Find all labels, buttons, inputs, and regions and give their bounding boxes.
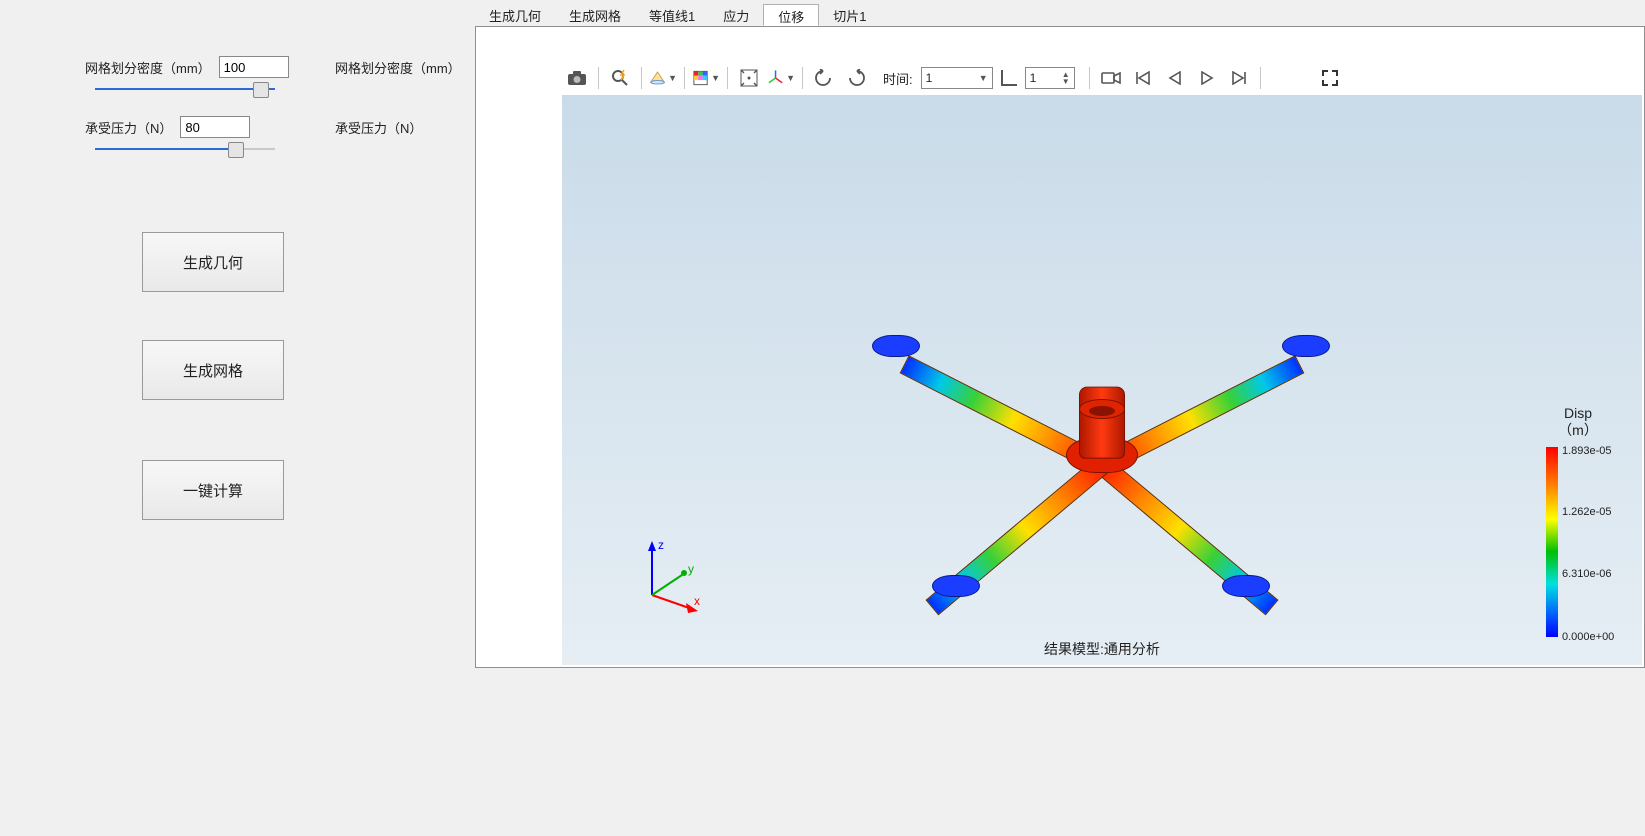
tab-1[interactable]: 生成网格 xyxy=(555,4,635,26)
zoom-lightning-icon[interactable] xyxy=(605,64,635,92)
color-legend: Disp （m） 1.893e-051.262e-056.310e-060.00… xyxy=(1528,405,1628,443)
tab-4[interactable]: 位移 xyxy=(763,4,819,26)
displacement-model xyxy=(892,305,1312,605)
one-click-calc-label: 一键计算 xyxy=(183,480,243,501)
skip-start-icon[interactable] xyxy=(1128,64,1158,92)
tab-3[interactable]: 应力 xyxy=(709,4,763,26)
rotate-ccw-icon[interactable] xyxy=(809,64,839,92)
result-viewport: ▼ ▼ ▼ 时间: 1 ▼ 1 ▲▼ xyxy=(475,26,1645,668)
expand-icon[interactable] xyxy=(1315,64,1345,92)
cube-palette-icon[interactable]: ▼ xyxy=(691,64,721,92)
angle-icon xyxy=(1001,70,1017,86)
mesh-density-row: 网格划分密度（mm） xyxy=(85,56,289,78)
video-camera-icon[interactable] xyxy=(1096,64,1126,92)
play-reverse-icon[interactable] xyxy=(1160,64,1190,92)
triad-y-label: y xyxy=(688,562,694,576)
generate-geometry-button[interactable]: 生成几何 xyxy=(142,232,284,292)
mesh-density-input[interactable] xyxy=(219,56,289,78)
legend-title: Disp （m） xyxy=(1528,405,1628,439)
fit-view-icon[interactable] xyxy=(734,64,764,92)
pressure-echo: 承受压力（N） xyxy=(335,118,422,137)
axes-xyz-icon[interactable]: ▼ xyxy=(766,64,796,92)
time-select-value: 1 xyxy=(926,71,933,85)
legend-tick: 6.310e-06 xyxy=(1562,568,1612,580)
pressure-row: 承受压力（N） xyxy=(85,116,250,138)
legend-tick: 1.893e-05 xyxy=(1562,445,1612,457)
time-spin[interactable]: 1 ▲▼ xyxy=(1025,67,1075,89)
pressure-input[interactable] xyxy=(180,116,250,138)
triad-z-label: z xyxy=(658,538,664,552)
time-label: 时间: xyxy=(883,69,913,88)
coordinate-triad-icon: z x y xyxy=(632,535,712,615)
pressure-label: 承受压力（N） xyxy=(85,118,172,137)
generate-mesh-button[interactable]: 生成网格 xyxy=(142,340,284,400)
mesh-density-echo: 网格划分密度（mm） xyxy=(335,58,461,77)
result-caption: 结果模型:通用分析 xyxy=(562,639,1642,659)
rotate-cw-icon[interactable] xyxy=(841,64,871,92)
tab-0[interactable]: 生成几何 xyxy=(475,4,555,26)
generate-geometry-label: 生成几何 xyxy=(183,252,243,273)
camera-icon[interactable] xyxy=(562,64,592,92)
result-tab-bar: 生成几何生成网格等值线1应力位移切片1 xyxy=(475,4,881,26)
play-forward-icon[interactable] xyxy=(1192,64,1222,92)
clip-plane-icon[interactable]: ▼ xyxy=(648,64,678,92)
triad-x-label: x xyxy=(694,594,700,608)
left-control-panel: 网格划分密度（mm） 网格划分密度（mm） 承受压力（N） 承受压力（N） 生成… xyxy=(0,0,470,836)
skip-end-icon[interactable] xyxy=(1224,64,1254,92)
one-click-calc-button[interactable]: 一键计算 xyxy=(142,460,284,520)
tab-5[interactable]: 切片1 xyxy=(819,4,880,26)
pressure-slider[interactable] xyxy=(95,142,275,156)
generate-mesh-label: 生成网格 xyxy=(183,360,243,381)
legend-gradient-bar xyxy=(1546,447,1558,637)
legend-tick: 1.262e-05 xyxy=(1562,506,1612,518)
mesh-density-label: 网格划分密度（mm） xyxy=(85,58,211,77)
time-select[interactable]: 1 ▼ xyxy=(921,67,993,89)
result-canvas[interactable]: z x y Disp （m） 1.893e-051.262e-056.310e-… xyxy=(562,95,1642,665)
mesh-density-slider[interactable] xyxy=(95,82,275,96)
tab-2[interactable]: 等值线1 xyxy=(635,4,709,26)
time-spin-value: 1 xyxy=(1030,71,1037,85)
viewport-toolbar: ▼ ▼ ▼ 时间: 1 ▼ 1 ▲▼ xyxy=(562,63,1265,93)
